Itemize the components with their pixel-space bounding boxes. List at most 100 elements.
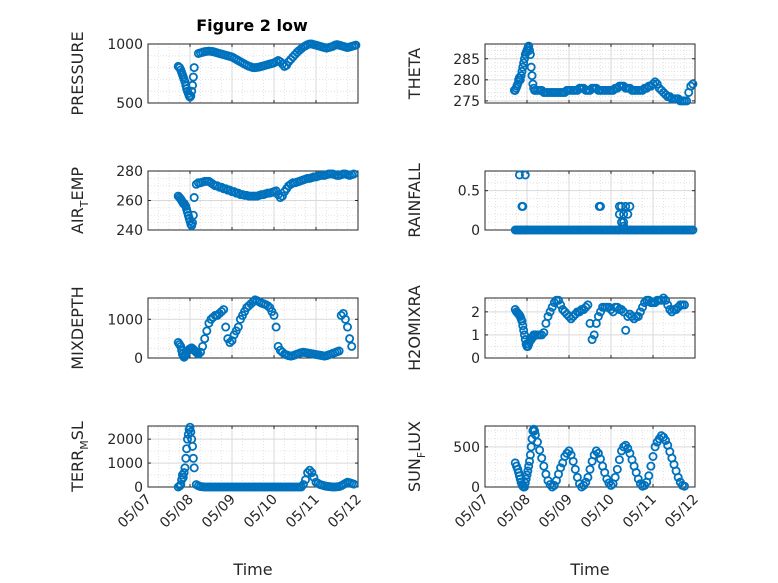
- data-point: [527, 71, 537, 81]
- data-point: [187, 86, 197, 96]
- data-point: [271, 322, 281, 332]
- data-point: [545, 307, 555, 317]
- data-point: [185, 422, 195, 432]
- x-tick-label: 05/10: [578, 492, 618, 532]
- data-point: [349, 169, 359, 179]
- data-point: [581, 477, 591, 487]
- data-point: [303, 468, 313, 478]
- data-point: [581, 302, 591, 312]
- y-tick-label: 280: [453, 73, 480, 89]
- data-point: [663, 300, 673, 310]
- data-point: [543, 311, 553, 321]
- data-point: [221, 322, 231, 332]
- data-point: [193, 349, 203, 359]
- data-point: [585, 318, 595, 328]
- data-point: [661, 295, 671, 305]
- y-axis-label: TERRMSL: [68, 421, 91, 493]
- x-tick-label: 05/11: [283, 492, 323, 532]
- y-tick-label: 260: [116, 194, 143, 210]
- y-tick-label: 500: [116, 96, 143, 112]
- subplot-8: 0 500 SUNFLUX 05/07 05/08 05/09 05/10 05/11 05/1…: [405, 421, 702, 579]
- y-tick-label: 2000: [107, 432, 143, 448]
- y-axis-label: SUNFLUX: [405, 421, 428, 492]
- data-point: [526, 62, 536, 72]
- data-point: [688, 79, 698, 89]
- y-axis-label: RAINFALL: [405, 163, 424, 238]
- data-point: [186, 91, 196, 101]
- data-point: [556, 463, 566, 473]
- data-point: [519, 58, 529, 68]
- data-point: [635, 307, 645, 317]
- y-axis-label-part: PRESSURE: [68, 31, 87, 115]
- data-point: [188, 72, 198, 82]
- data-point: [189, 193, 199, 203]
- data-point: [202, 326, 212, 336]
- y-axis-label: PRESSURE: [68, 31, 87, 115]
- series-markers: [510, 170, 698, 235]
- y-axis-label: H2OMIXRA: [405, 285, 424, 371]
- data-point: [200, 334, 210, 344]
- data-point: [659, 293, 669, 303]
- series-markers: [173, 39, 361, 102]
- data-point: [180, 463, 190, 473]
- data-point: [623, 443, 633, 453]
- data-point: [518, 321, 528, 331]
- x-tick-label: 05/09: [199, 492, 239, 532]
- data-point: [263, 301, 273, 311]
- y-tick-label: 0: [134, 351, 143, 367]
- y-axis-label: AIRTEMP: [68, 167, 91, 234]
- data-point: [517, 316, 527, 326]
- data-point: [188, 80, 198, 90]
- data-point: [593, 311, 603, 321]
- data-point: [309, 472, 319, 482]
- data-point: [686, 81, 696, 91]
- y-axis-label-part: RAINFALL: [405, 163, 424, 238]
- data-point: [554, 295, 564, 305]
- data-point: [627, 311, 637, 321]
- data-point: [556, 300, 566, 310]
- y-tick-label: 240: [116, 223, 143, 239]
- x-tick-label: 05/09: [536, 492, 576, 532]
- data-point: [621, 325, 631, 335]
- data-point: [524, 461, 534, 471]
- data-point: [648, 79, 658, 89]
- data-point: [650, 442, 660, 452]
- data-point: [638, 302, 648, 312]
- data-point: [519, 330, 529, 340]
- x-tick-label: 05/11: [620, 492, 660, 532]
- data-point: [233, 322, 243, 332]
- x-axis-label: Time: [232, 560, 272, 579]
- series-markers: [509, 41, 698, 106]
- data-point: [570, 464, 580, 474]
- y-tick-label: 285: [453, 52, 480, 68]
- data-point: [347, 341, 357, 351]
- subplot-1: 500 1000 PRESSURE: [68, 31, 361, 116]
- data-point: [547, 302, 557, 312]
- y-tick-label: 275: [453, 94, 480, 110]
- y-axis-label-part: MIXDEPTH: [68, 286, 87, 369]
- data-point: [625, 201, 635, 211]
- data-point: [633, 311, 643, 321]
- data-point: [305, 465, 315, 475]
- data-point: [596, 201, 606, 211]
- data-point: [623, 209, 633, 219]
- data-point: [650, 77, 660, 87]
- data-point: [589, 330, 599, 340]
- data-point: [648, 451, 658, 461]
- data-point: [537, 330, 547, 340]
- data-point: [646, 461, 656, 471]
- y-tick-label: 0: [471, 223, 480, 239]
- data-point: [549, 480, 559, 490]
- figure-title: Figure 2 low: [196, 16, 308, 35]
- y-tick-label: 500: [453, 440, 480, 456]
- y-tick-label: 280: [116, 164, 143, 180]
- data-point: [519, 482, 529, 492]
- data-point: [656, 295, 666, 305]
- axes-box: [147, 43, 359, 104]
- data-point: [208, 312, 218, 322]
- y-tick-label: 1: [471, 328, 480, 344]
- data-point: [349, 479, 359, 489]
- data-point: [583, 300, 593, 310]
